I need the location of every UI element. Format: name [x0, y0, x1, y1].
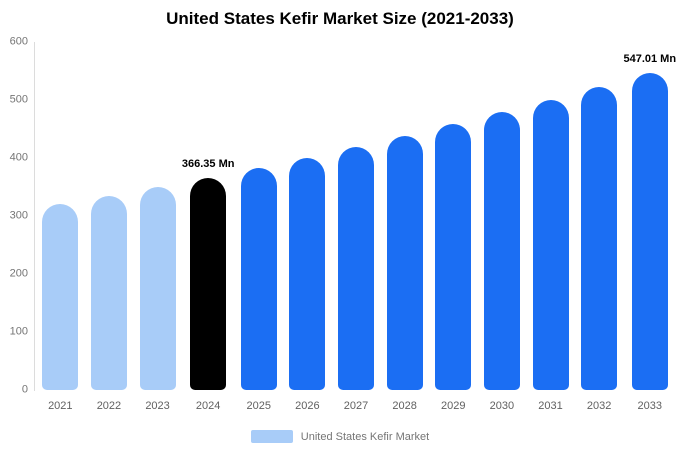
- x-tick-label: 2022: [96, 400, 122, 412]
- bar-column-2024: 366.35 Mn 2024: [181, 42, 235, 412]
- x-tick-label: 2027: [343, 400, 369, 412]
- y-tick-label: 300: [9, 209, 28, 222]
- chart-title: United States Kefir Market Size (2021-20…: [166, 9, 514, 28]
- x-tick-label: 2032: [586, 400, 612, 412]
- bar-column-2021: 2021: [36, 42, 85, 412]
- bar-column-2027: 2027: [332, 42, 381, 412]
- y-tick-label: 100: [9, 325, 28, 338]
- y-axis: 0 100 200 300 400 500 600: [0, 36, 30, 395]
- bar-column-2022: 2022: [85, 42, 134, 412]
- bar-column-2029: 2029: [429, 42, 478, 412]
- x-tick-label: 2033: [637, 400, 662, 412]
- bar-value-label: 366.35 Mn: [181, 157, 235, 170]
- bar-2028: [386, 135, 423, 390]
- y-tick-label: 200: [9, 267, 28, 280]
- plot-area: 2021 2022 2023 366.35 Mn 2024 2025 2026 2027 202…: [36, 42, 677, 412]
- bar-2021: [42, 204, 79, 390]
- bar-2025: [240, 167, 277, 390]
- x-tick-label: 2025: [246, 400, 272, 412]
- bar-column-2033: 547.01 Mn 2033: [623, 42, 677, 412]
- bar-2023: [139, 187, 176, 390]
- y-tick-label: 0: [21, 383, 28, 396]
- bar-2026: [289, 158, 326, 390]
- legend-swatch: [250, 430, 293, 443]
- bar-column-2028: 2028: [380, 42, 429, 412]
- x-tick-label: 2028: [392, 400, 417, 412]
- y-tick-label: 500: [9, 93, 28, 106]
- y-axis-line: [34, 42, 35, 391]
- bar-2027: [338, 146, 375, 390]
- legend-item[interactable]: United States Kefir Market: [0, 430, 680, 443]
- x-tick-label: 2023: [145, 400, 170, 412]
- x-tick-label: 2026: [295, 400, 320, 412]
- bar-column-2030: 2030: [478, 42, 527, 412]
- x-tick-label: 2030: [489, 400, 515, 412]
- bar-column-2026: 2026: [283, 42, 332, 412]
- x-tick-label: 2024: [195, 400, 221, 412]
- bar-2033: [631, 72, 668, 390]
- bar-2032: [581, 86, 618, 390]
- x-tick-label: 2029: [441, 400, 466, 412]
- bar-value-label: 547.01 Mn: [623, 52, 677, 65]
- bar-2031: [532, 100, 569, 390]
- bar-2029: [435, 124, 472, 390]
- bar-column-2025: 2025: [234, 42, 283, 412]
- bar-2022: [90, 195, 127, 390]
- bar-column-2031: 2031: [526, 42, 575, 412]
- bar-column-2023: 2023: [133, 42, 182, 412]
- bar-2024: [190, 177, 227, 390]
- bar-2030: [483, 112, 520, 390]
- x-tick-label: 2031: [538, 400, 563, 412]
- bar-column-2032: 2032: [575, 42, 624, 412]
- legend-label: United States Kefir Market: [300, 430, 430, 443]
- y-tick-label: 600: [9, 35, 28, 48]
- y-tick-label: 400: [9, 151, 28, 164]
- x-tick-label: 2021: [48, 400, 73, 412]
